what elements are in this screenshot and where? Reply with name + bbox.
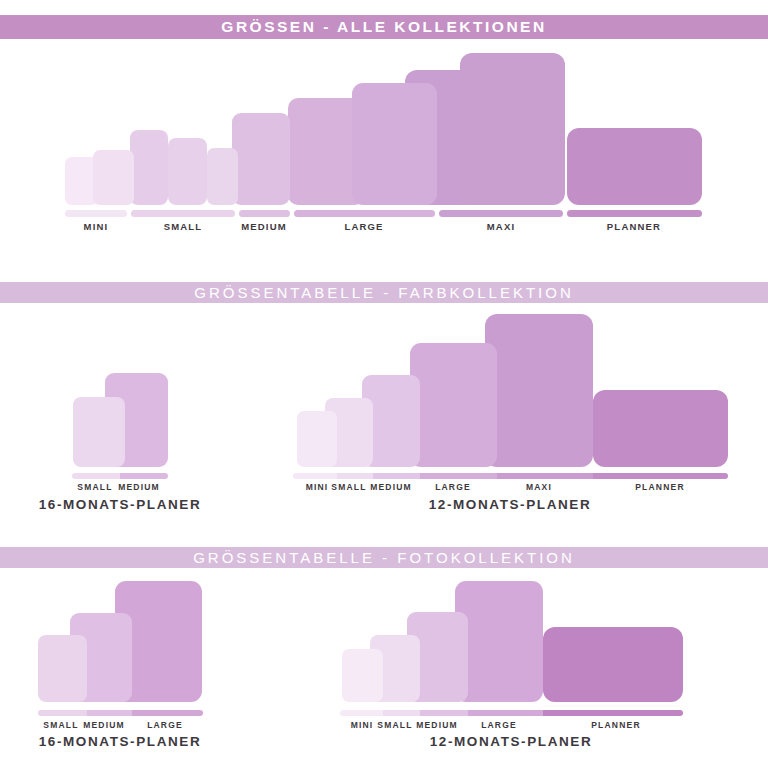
size-label-large: LARGE [435, 482, 471, 492]
size-label-small: SMALL [77, 482, 112, 492]
size-label-mini: MINI [351, 720, 374, 730]
size-label-mini: MINI [306, 482, 329, 492]
size-label-medium: MEDIUM [118, 482, 160, 492]
size-card-large [352, 83, 437, 205]
size-label-mini: MINI [84, 221, 109, 232]
size-label-small: SMALL [164, 221, 203, 232]
size-card-small [130, 130, 168, 205]
size-card-small [73, 397, 125, 467]
size-label-small: SMALL [43, 720, 78, 730]
size-card-planner [567, 128, 702, 205]
size-label-small: SMALL [377, 720, 412, 730]
group-title-16-monats-planer: 16-MONATS-PLANER [39, 497, 202, 512]
size-card-large [410, 343, 497, 467]
size-card-mini [342, 649, 383, 702]
size-card-planner [543, 627, 683, 702]
size-card-small [168, 138, 207, 205]
size-label-large: LARGE [147, 720, 183, 730]
header-groessentabelle-fotokollektion: GRÖSSENTABELLE - FOTOKOLLEKTION [0, 547, 768, 568]
size-label-medium: MEDIUM [370, 482, 412, 492]
size-label-medium: MEDIUM [416, 720, 458, 730]
size-pill-large [468, 710, 543, 716]
group-title-12-monats-planer: 12-MONATS-PLANER [430, 734, 593, 749]
size-pill-large [420, 473, 497, 479]
size-pill-medium [239, 210, 290, 217]
size-pill-maxi [497, 473, 593, 479]
size-pill-large [132, 710, 203, 716]
size-card-maxi [460, 53, 565, 205]
size-card-planner [593, 390, 728, 467]
group-title-12-monats-planer: 12-MONATS-PLANER [429, 497, 592, 512]
size-pill-medium [87, 710, 132, 716]
size-label-medium: MEDIUM [241, 221, 287, 232]
size-label-large: LARGE [481, 720, 517, 730]
group-title-16-monats-planer: 16-MONATS-PLANER [39, 734, 202, 749]
size-pill-small [38, 710, 87, 716]
header-groessen-alle-kollektionen: GRÖSSEN - ALLE KOLLEKTIONEN [0, 15, 768, 39]
size-label-maxi: MAXI [526, 482, 552, 492]
header-groessentabelle-farbkollektion: GRÖSSENTABELLE - FARBKOLLEKTION [0, 282, 768, 303]
size-pill-large [294, 210, 435, 217]
size-label-maxi: MAXI [487, 221, 516, 232]
size-pill-mini [340, 710, 383, 716]
size-label-planner: PLANNER [591, 720, 641, 730]
size-card-mini [93, 150, 134, 205]
size-label-small: SMALL [331, 482, 366, 492]
size-label-planner: PLANNER [635, 482, 685, 492]
size-card-mini [297, 411, 337, 467]
size-pill-small [131, 210, 235, 217]
size-pill-mini [65, 210, 127, 217]
size-card-small [207, 148, 238, 205]
size-pill-planner [593, 473, 728, 479]
size-pill-small [72, 473, 120, 479]
size-pill-planner [543, 710, 683, 716]
size-label-large: LARGE [344, 221, 383, 232]
size-pill-maxi [439, 210, 563, 217]
size-card-large [455, 581, 543, 702]
size-pill-medium [120, 473, 168, 479]
size-card-medium [232, 113, 290, 205]
size-chart-infographic: GRÖSSEN - ALLE KOLLEKTIONEN GRÖSSENTABEL… [0, 0, 768, 768]
size-pill-medium [373, 473, 420, 479]
size-card-maxi [485, 314, 593, 467]
size-pill-small [383, 710, 420, 716]
size-card-small [38, 635, 87, 702]
size-pill-medium [420, 710, 468, 716]
size-pill-mini [293, 473, 337, 479]
size-pill-small [337, 473, 373, 479]
size-label-planner: PLANNER [607, 221, 661, 232]
size-label-medium: MEDIUM [83, 720, 125, 730]
size-pill-planner [567, 210, 702, 217]
